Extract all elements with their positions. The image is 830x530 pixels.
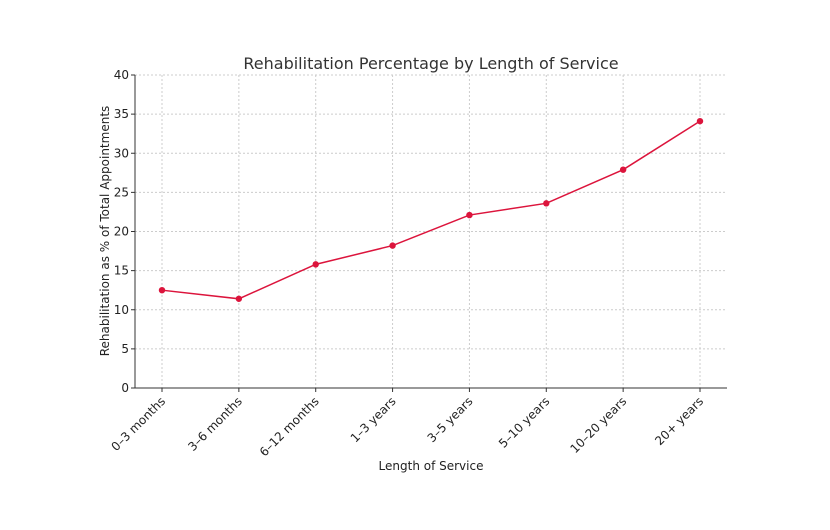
y-tick-label: 15 [114, 264, 129, 278]
grid [135, 74, 727, 389]
series-layer [158, 117, 704, 302]
data-point [389, 242, 396, 249]
x-tick-label: 10–20 years [567, 394, 629, 456]
x-tick-label: 0–3 months [109, 394, 169, 454]
tick-labels: 0 5 10 15 20 25 30 35 40 0–3 months 3–6 months 6–12… [109, 68, 707, 459]
y-axis-label: Rehabilitation as % of Total Appointment… [98, 106, 112, 357]
series-line [161, 120, 701, 300]
y-tick-label: 35 [114, 107, 129, 121]
data-point [312, 261, 319, 268]
y-tick-label: 20 [114, 225, 129, 239]
x-tick-label: 3–6 months [185, 394, 245, 454]
y-tick-label: 0 [121, 381, 129, 395]
data-point [543, 200, 550, 207]
data-point [466, 211, 473, 219]
data-point [158, 286, 166, 294]
y-tick-label: 30 [114, 146, 129, 160]
y-tick-label: 10 [114, 303, 129, 317]
y-tick-label: 25 [114, 185, 129, 199]
x-tick-label: 20+ years [652, 394, 706, 448]
x-tick-label: 1–3 years [348, 394, 399, 445]
y-tick-label: 40 [114, 68, 129, 82]
x-tick-label: 3–5 years [425, 394, 476, 445]
data-point [696, 117, 704, 125]
axes [131, 74, 727, 392]
chart-title: Rehabilitation Percentage by Length of S… [243, 54, 618, 73]
x-axis-label: Length of Service [379, 459, 484, 473]
x-tick-label: 5–10 years [496, 394, 552, 450]
x-tick-label: 6–12 months [257, 394, 322, 459]
data-point [235, 295, 243, 302]
data-point [619, 166, 627, 173]
y-tick-label: 5 [121, 342, 129, 356]
